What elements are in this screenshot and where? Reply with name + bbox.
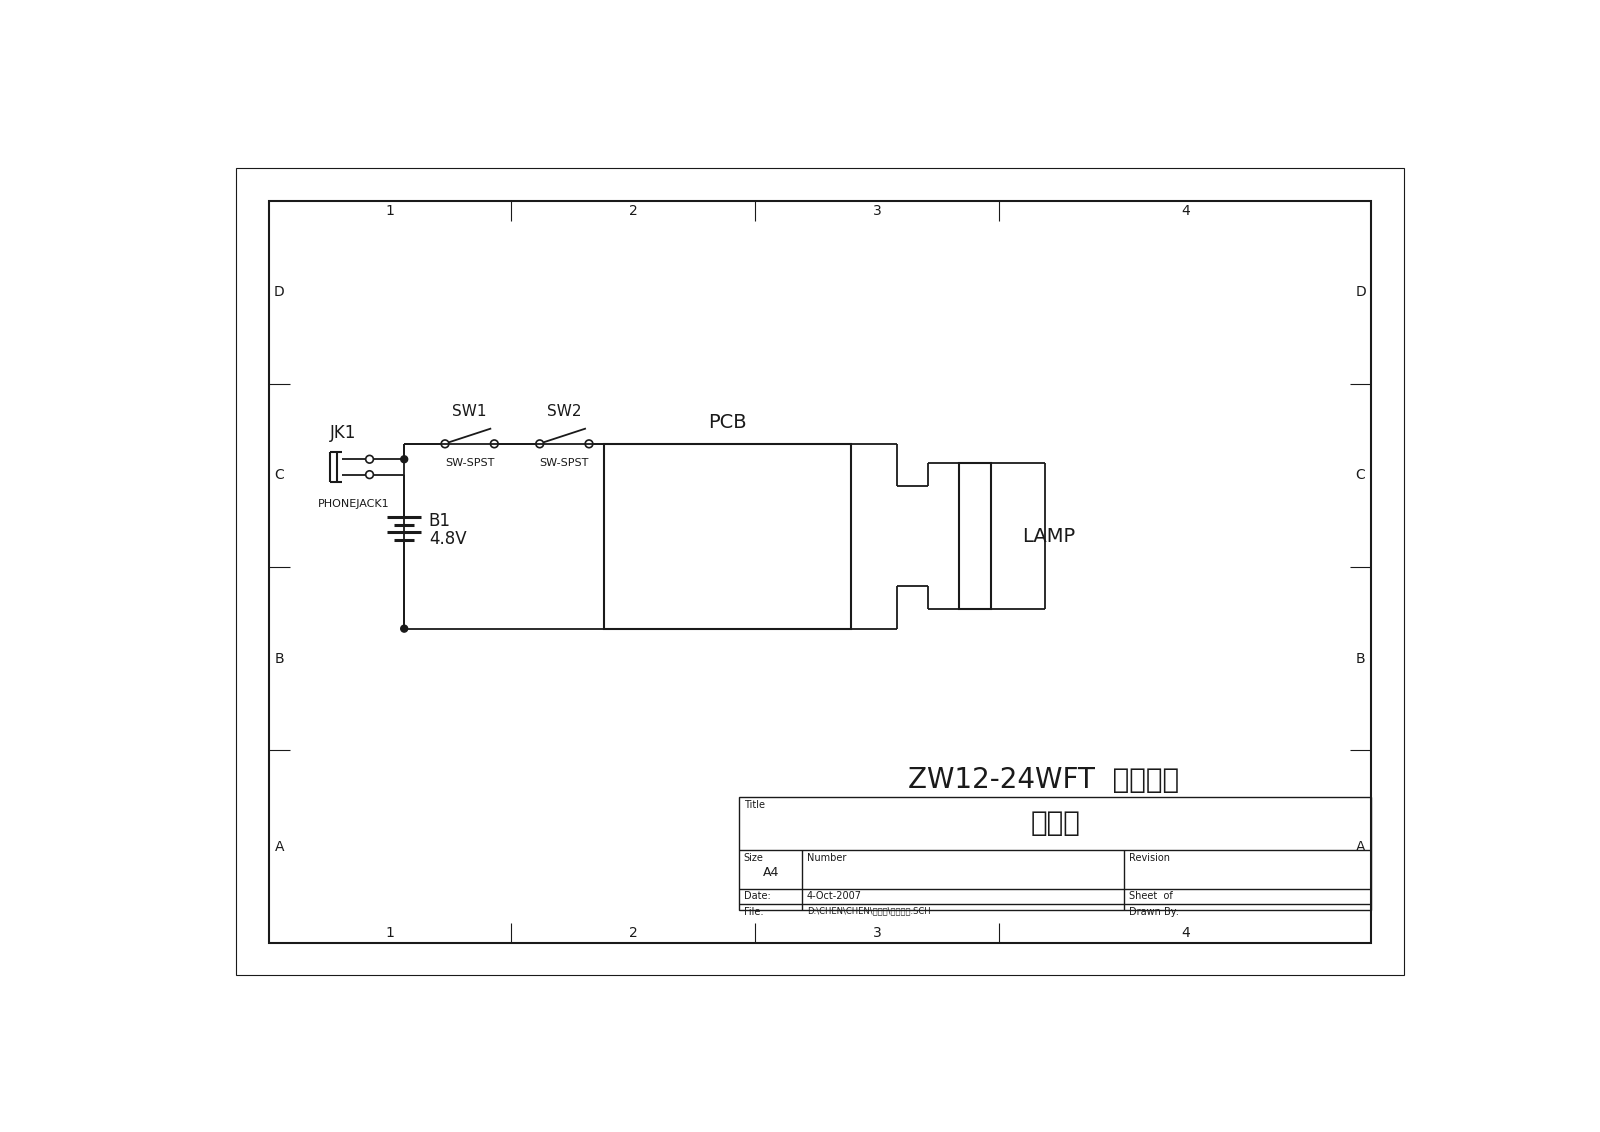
Text: A: A: [1355, 840, 1365, 854]
Text: 4.8V: 4.8V: [429, 530, 467, 548]
Text: B: B: [275, 652, 285, 666]
Text: 1: 1: [386, 926, 394, 940]
Text: A4: A4: [763, 866, 779, 880]
Text: D:\CHEN\CHEN\接线图\风动地刷.SCH: D:\CHEN\CHEN\接线图\风动地刷.SCH: [806, 907, 931, 916]
Text: Size: Size: [744, 854, 763, 864]
Text: SW2: SW2: [547, 404, 582, 419]
Text: 4: 4: [1181, 926, 1190, 940]
Text: B1: B1: [429, 512, 451, 530]
Text: C: C: [1355, 469, 1365, 482]
Text: Number: Number: [806, 854, 846, 864]
Bar: [739, 797, 1371, 910]
Text: 2: 2: [629, 926, 638, 940]
Text: 4-Oct-2007: 4-Oct-2007: [806, 891, 862, 901]
Text: SW-SPST: SW-SPST: [539, 457, 589, 468]
Text: 3: 3: [874, 926, 882, 940]
Circle shape: [400, 625, 408, 632]
Text: Sheet  of: Sheet of: [1128, 891, 1173, 901]
Text: Title: Title: [744, 799, 765, 809]
Text: Revision: Revision: [1128, 854, 1170, 864]
Bar: [269, 200, 1371, 943]
Bar: [958, 463, 990, 609]
Text: Date:: Date:: [744, 891, 771, 901]
Text: 2: 2: [629, 204, 638, 217]
Text: A: A: [275, 840, 285, 854]
Text: PHONEJACK1: PHONEJACK1: [318, 499, 390, 509]
Text: JK1: JK1: [330, 424, 355, 443]
Text: SW-SPST: SW-SPST: [445, 457, 494, 468]
Text: SW1: SW1: [453, 404, 486, 419]
Text: 3: 3: [874, 204, 882, 217]
Text: 4: 4: [1181, 204, 1190, 217]
Text: B: B: [1355, 652, 1365, 666]
Text: D: D: [274, 285, 285, 299]
Circle shape: [400, 456, 408, 463]
Text: ZW12-24WFT  风动地刷: ZW12-24WFT 风动地刷: [907, 766, 1179, 795]
Text: Drawn By:: Drawn By:: [1128, 907, 1179, 917]
Text: D: D: [1355, 285, 1366, 299]
Text: C: C: [275, 469, 285, 482]
Bar: [605, 444, 851, 628]
Text: 原理图: 原理图: [1030, 809, 1080, 838]
Text: 1: 1: [386, 204, 394, 217]
Text: File:: File:: [744, 907, 763, 917]
Text: LAMP: LAMP: [1022, 526, 1075, 546]
Text: PCB: PCB: [709, 412, 747, 431]
